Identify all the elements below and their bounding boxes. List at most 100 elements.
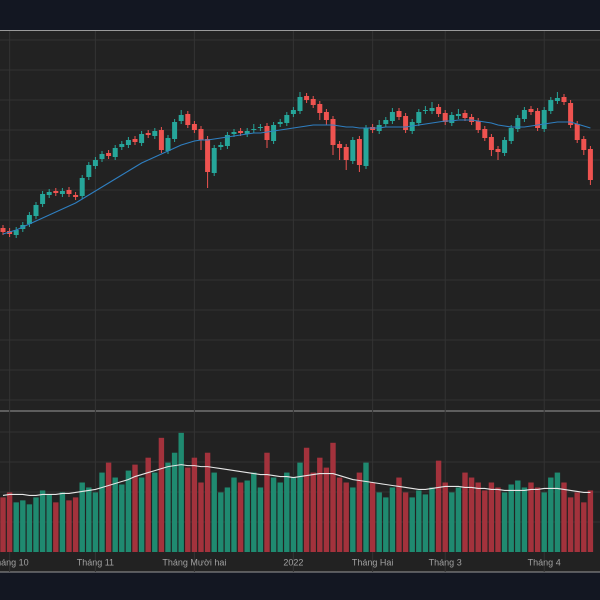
candle-body <box>257 127 263 128</box>
candle-body <box>528 109 534 112</box>
volume-bar <box>211 472 217 552</box>
volume-bar <box>231 477 237 552</box>
volume-bar <box>257 487 264 552</box>
volume-bar <box>105 462 112 552</box>
volume-bar <box>389 487 396 552</box>
volume-bar <box>251 472 257 552</box>
candle-body <box>581 139 587 150</box>
x-tick-label: Tháng 4 <box>528 557 561 567</box>
volume-bar <box>429 487 435 552</box>
volume-bar <box>270 477 277 552</box>
candle-body <box>495 149 501 152</box>
volume-bar <box>165 462 171 552</box>
candle-body <box>119 144 125 147</box>
candle-body <box>112 148 118 157</box>
volume-bar <box>6 492 13 552</box>
candle-body <box>462 113 468 118</box>
volume-bar <box>185 467 191 552</box>
volume-bar <box>581 502 587 552</box>
volume-bar <box>0 497 6 552</box>
candle-body <box>152 131 158 136</box>
candle-body <box>304 96 310 100</box>
volume-bar <box>92 492 99 552</box>
candle-body <box>323 112 329 120</box>
candle-body <box>251 129 257 130</box>
candle-body <box>535 111 541 128</box>
moving-average-line <box>2 119 591 235</box>
volume-bar <box>26 504 33 552</box>
candle-body <box>106 153 112 156</box>
volume-bar <box>72 497 79 552</box>
candle-body <box>383 120 389 124</box>
volume-bar <box>548 477 554 552</box>
volume-bar <box>277 482 283 552</box>
volume-bar <box>508 484 514 552</box>
candle-body <box>330 119 336 145</box>
candle-body <box>33 205 39 216</box>
volume-bar <box>46 494 52 552</box>
candle-body <box>53 191 59 193</box>
volume-bar <box>112 477 118 552</box>
volume-bar <box>204 452 211 552</box>
volume-bar <box>574 492 580 552</box>
volume-bar <box>79 482 85 552</box>
volume-bar <box>303 447 310 552</box>
top-bar <box>0 0 600 30</box>
candle-body <box>502 140 508 153</box>
x-tick-label: Tháng Hai <box>352 557 394 567</box>
volume-bar <box>409 497 415 552</box>
volume-bar <box>297 462 303 552</box>
candle-body <box>66 190 72 194</box>
candle-body <box>145 133 151 135</box>
candle-body <box>73 195 79 197</box>
candle-body <box>482 129 488 138</box>
candle-body <box>26 215 32 224</box>
volume-bar <box>198 482 204 552</box>
volume-bar <box>495 487 501 552</box>
volume-bar <box>468 477 475 552</box>
candle-body <box>548 100 554 111</box>
candle-body <box>449 115 455 123</box>
volume-bar <box>330 442 336 552</box>
volume-bar <box>343 482 349 552</box>
candle-body <box>277 122 283 124</box>
volume-bar <box>396 477 402 552</box>
candle-body <box>337 144 343 148</box>
volume-bar <box>521 487 528 552</box>
candle-body <box>317 104 323 113</box>
volume-bar <box>515 480 521 552</box>
volume-bar <box>369 482 376 552</box>
volume-bar <box>501 492 508 552</box>
candle-body <box>422 110 428 111</box>
candle-body <box>356 139 362 165</box>
candle-body <box>515 118 521 129</box>
volume-bar <box>442 482 448 552</box>
volume-bar <box>53 502 59 552</box>
volume-bar <box>449 492 455 552</box>
candle-body <box>158 130 164 150</box>
candle-body <box>488 137 494 150</box>
volume-bar <box>264 452 270 552</box>
candle-body <box>436 107 442 114</box>
x-tick-label: 2022 <box>283 557 303 567</box>
volume-bar <box>323 467 330 552</box>
candle-body <box>475 121 481 130</box>
candle-body <box>218 145 224 147</box>
candle-body <box>363 128 369 166</box>
volume-bar <box>435 460 442 552</box>
volume-bar <box>455 487 462 552</box>
candle-body <box>429 108 435 111</box>
volume-bar <box>317 457 323 552</box>
candle-body <box>554 98 560 101</box>
volume-bar <box>488 482 495 552</box>
candle-body <box>132 139 138 142</box>
candle-body <box>403 116 409 130</box>
volume-bar <box>244 480 250 552</box>
volume-bar <box>376 492 382 552</box>
x-tick-label: Tháng 3 <box>429 557 462 567</box>
volume-bar <box>541 492 547 552</box>
volume-bar <box>191 457 198 552</box>
volume-bar <box>554 472 561 552</box>
volume-bar <box>284 472 290 552</box>
